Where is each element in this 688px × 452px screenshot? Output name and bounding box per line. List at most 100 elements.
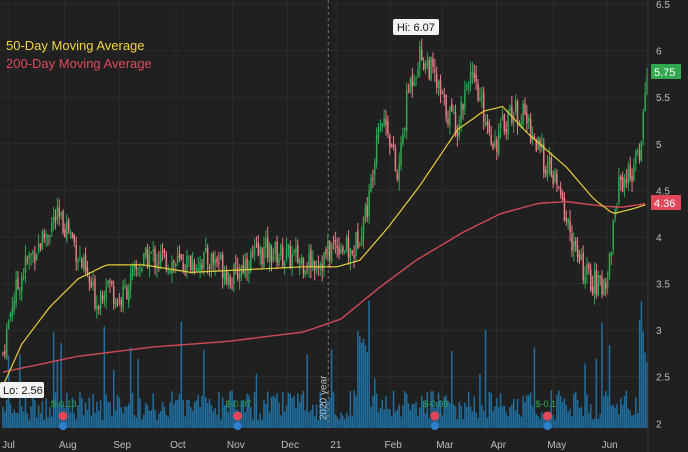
volume-bar: [128, 403, 130, 428]
volume-bar: [129, 347, 132, 428]
candle-body: [601, 277, 603, 295]
volume-bar: [289, 393, 292, 428]
volume-bar: [310, 410, 312, 428]
volume-bar: [550, 390, 553, 428]
candle-body: [9, 313, 12, 318]
candle-body: [250, 250, 252, 271]
volume-bar: [419, 407, 421, 428]
volume-bar: [616, 404, 618, 428]
volume-bar: [383, 409, 385, 428]
candle-body: [236, 267, 239, 280]
candle-body: [475, 74, 477, 82]
volume-bar: [161, 402, 164, 428]
candle-body: [218, 262, 220, 264]
candle-body: [586, 263, 588, 275]
candle-body: [646, 76, 648, 93]
volume-bar: [112, 369, 115, 428]
volume-bar: [646, 362, 648, 428]
volume-bar: [246, 393, 248, 428]
candle-body: [550, 157, 553, 177]
volume-bar: [620, 397, 622, 428]
candle-body: [621, 177, 624, 192]
candle-body: [174, 263, 177, 267]
candle-body: [171, 262, 173, 274]
volume-bar: [556, 394, 558, 428]
candle-body: [345, 237, 348, 251]
candle-body: [398, 163, 400, 181]
volume-bar: [360, 342, 363, 428]
candle-body: [518, 125, 521, 127]
volume-bar: [265, 403, 267, 428]
candle-body: [492, 143, 494, 150]
volume-bar: [635, 397, 637, 428]
candle-body: [522, 103, 524, 125]
volume-bar: [511, 404, 513, 428]
candle-body: [543, 144, 545, 173]
volume-bar: [66, 392, 68, 428]
candle-body: [165, 253, 168, 270]
candle-body: [79, 256, 81, 258]
volume-bar: [20, 406, 23, 428]
candle-body: [374, 161, 376, 175]
volume-bar: [597, 419, 599, 428]
candle-body: [409, 78, 412, 93]
candle-body: [58, 207, 61, 218]
candle-body: [635, 150, 637, 164]
candle-body: [37, 243, 40, 253]
volume-bar: [250, 407, 252, 428]
candle-body: [263, 246, 265, 268]
volume-bar: [101, 419, 104, 428]
volume-bar: [45, 398, 47, 428]
candle-body: [464, 90, 466, 109]
volume-bar: [259, 412, 261, 428]
volume-bar: [60, 343, 62, 428]
volume-bar: [261, 419, 263, 428]
volume-bar: [497, 407, 500, 428]
candle-body: [599, 275, 601, 278]
volume-bar: [266, 391, 269, 428]
volume-bar: [629, 410, 631, 428]
volume-bar: [618, 414, 620, 428]
volume-bar: [96, 401, 98, 428]
candle-body: [182, 262, 184, 271]
candle-body: [28, 254, 30, 259]
candle-body: [242, 265, 245, 274]
candle-body: [422, 62, 425, 70]
candle-body: [133, 264, 136, 268]
candle-body: [69, 231, 72, 234]
candle-body: [336, 245, 338, 248]
dividend-label: $-0.13: [51, 399, 77, 409]
candle-body: [43, 234, 46, 239]
volume-bar: [94, 412, 96, 428]
candle-body: [332, 243, 335, 245]
volume-bar: [71, 397, 74, 428]
candle-body: [116, 302, 119, 304]
candle-body: [56, 206, 59, 220]
candle-body: [47, 235, 49, 237]
candle-body: [201, 264, 203, 269]
low-label: Lo: 2.56: [3, 385, 43, 397]
candle-body: [231, 285, 233, 288]
x-tick-label: Aug: [59, 440, 77, 451]
volume-bar: [99, 400, 102, 428]
volume-bar: [274, 397, 276, 428]
x-tick-label: Dec: [281, 440, 299, 451]
volume-bar: [623, 395, 626, 428]
candle-body: [297, 245, 299, 263]
y-tick-label: 2: [656, 419, 662, 430]
volume-bar: [216, 414, 218, 428]
x-tick-label: Jul: [2, 440, 15, 451]
candle-body: [221, 254, 224, 278]
volume-bar: [621, 405, 624, 428]
candlesticks: [2, 38, 648, 360]
candle-body: [420, 49, 423, 61]
candle-body: [636, 150, 639, 152]
candle-body: [169, 270, 171, 274]
volume-bar: [428, 418, 430, 428]
volume-bar: [409, 410, 412, 428]
candle-body: [94, 278, 96, 309]
ma-price-label: 4.36: [654, 198, 675, 210]
y-tick-label: 4.5: [656, 186, 670, 197]
candle-body: [548, 157, 551, 166]
candle-body: [26, 259, 29, 261]
